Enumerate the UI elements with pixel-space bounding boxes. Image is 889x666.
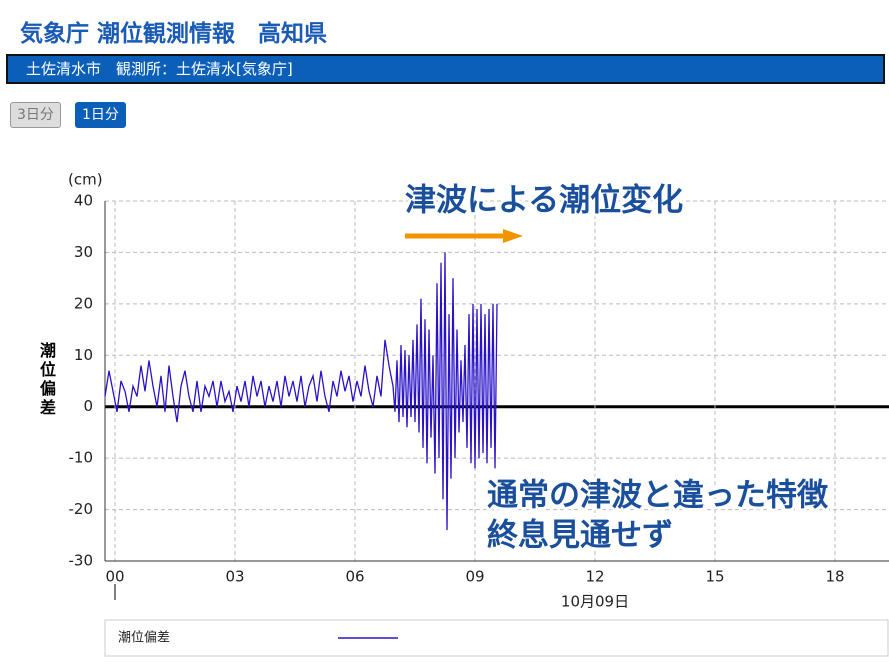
x-tick-label: 06	[345, 568, 364, 586]
y-tick-label: -20	[69, 500, 94, 518]
y-tick-label: -10	[69, 449, 94, 467]
y-axis-label: 潮位偏差	[37, 342, 56, 418]
legend-box	[104, 619, 889, 657]
x-tick-label: 03	[225, 568, 244, 586]
range-button[interactable]: 3日分	[10, 102, 61, 128]
x-tick-label: 00	[105, 568, 124, 586]
y-tick-label: 30	[74, 243, 93, 261]
range-button[interactable]: 1日分	[75, 102, 126, 128]
y-tick-label: 40	[74, 192, 93, 210]
tide-line	[104, 252, 498, 531]
y-unit: (cm)	[68, 171, 103, 189]
y-tick-label: 10	[74, 346, 93, 364]
annotation-arrowhead	[503, 229, 523, 243]
y-tick-label: 0	[83, 397, 93, 415]
y-tick-label: 20	[74, 294, 93, 312]
annotation: 終息見通せず	[487, 518, 673, 554]
x-tick-label: 12	[585, 568, 604, 586]
x-tick-label: 15	[705, 568, 724, 586]
annotation: 通常の津波と違った特徴	[487, 478, 829, 514]
x-tick-label: 09	[465, 568, 484, 586]
y-tick-label: -30	[69, 552, 94, 570]
annotation: 津波による潮位変化	[405, 183, 683, 219]
legend-label: 潮位偏差	[118, 631, 170, 646]
x-axis-label: 10月09日	[561, 593, 629, 611]
page-title: 気象庁 潮位観測情報 高知県	[20, 21, 328, 47]
x-tick-label: 18	[825, 568, 844, 586]
station-bar: 土佐清水市 観測所：土佐清水[気象庁]	[6, 54, 885, 84]
